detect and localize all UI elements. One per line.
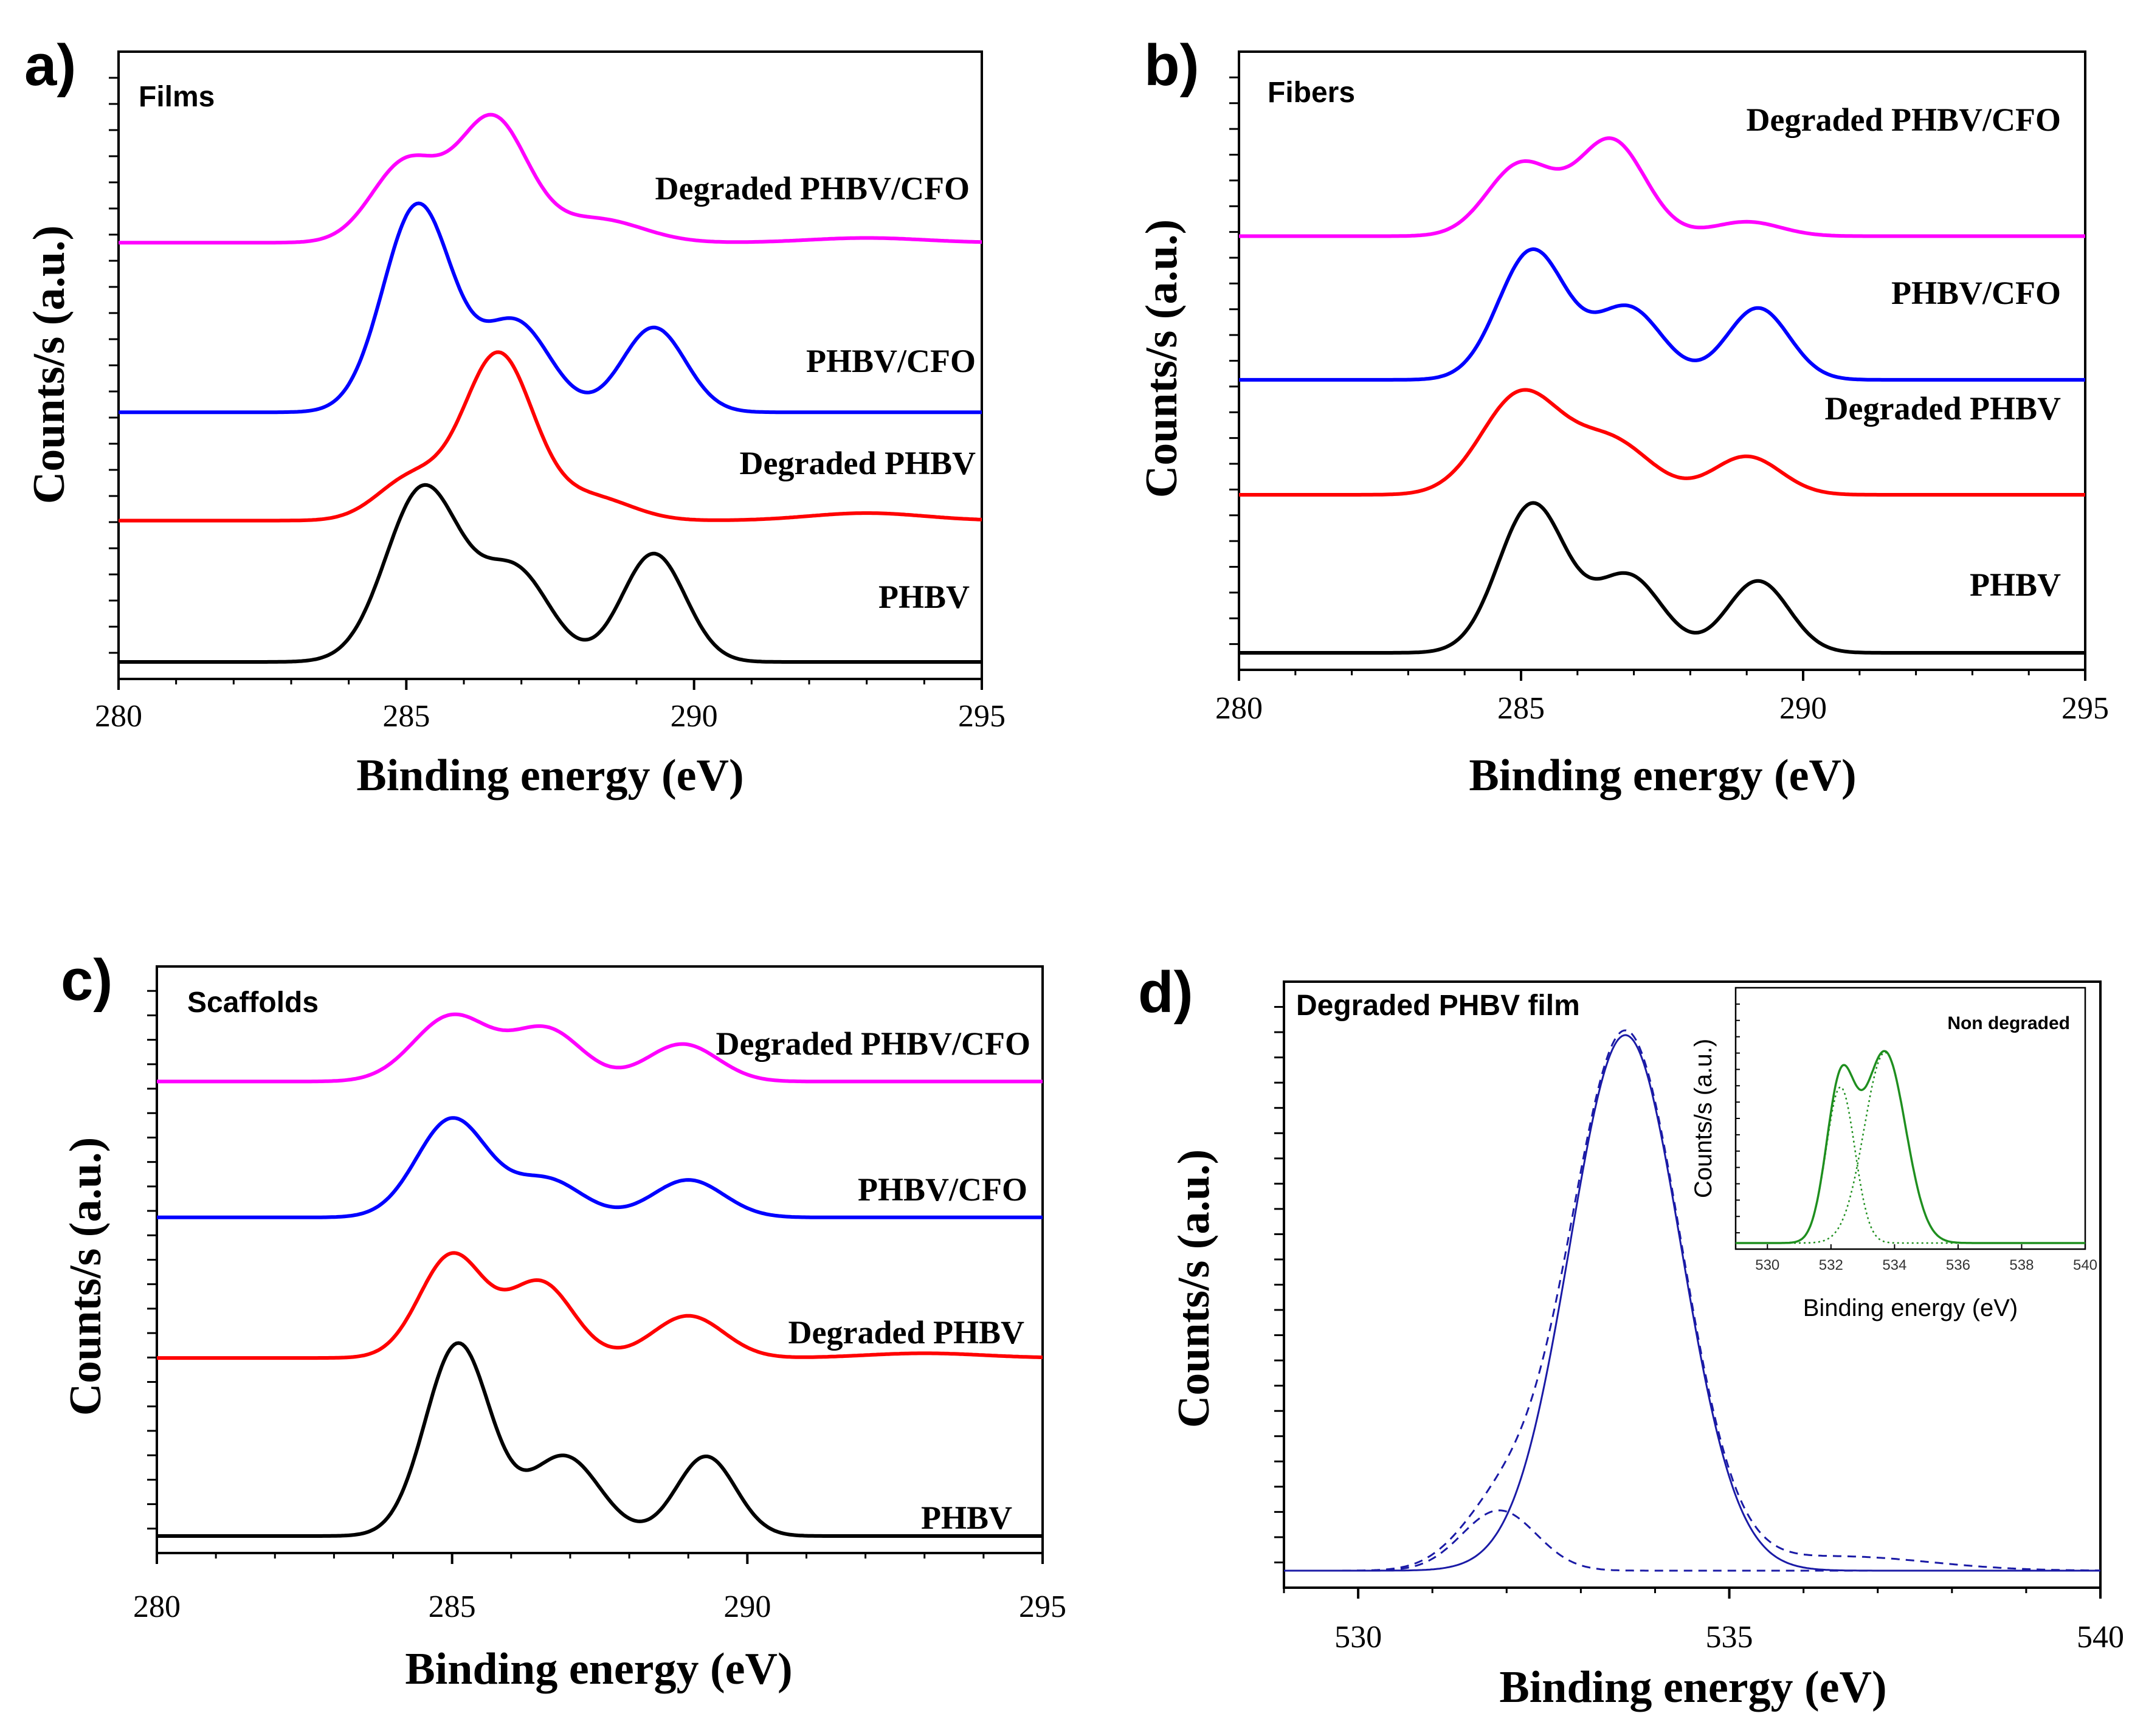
inset-title: Non degraded	[1947, 1013, 2070, 1033]
series-label: PHBV	[921, 1500, 1012, 1536]
inset-x-tick-label: 530	[1755, 1257, 1779, 1273]
series-line-phbv-cfo	[119, 201, 982, 415]
x-tick-label: 290	[1779, 691, 1827, 726]
series-label: PHBV/CFO	[1891, 275, 2061, 311]
inset-frame	[1734, 987, 2086, 1250]
inset-x-axis-title: Binding energy (eV)	[1803, 1295, 2018, 1321]
plot-frame	[1238, 50, 2086, 671]
chart-panel-1: 280 285 290 295 PHBV Degraded PHBV PHBV/CFO Deg…	[24, 33, 1006, 801]
series-line-degraded-phbv-cfo	[119, 112, 982, 245]
series-line-degraded-phbv-cfo	[1239, 136, 2085, 238]
panel-title: Degraded PHBV film	[1296, 990, 1580, 1022]
inset-x-tick-label: 538	[2009, 1257, 2034, 1273]
series-line-fit-component-531-9-ev	[1284, 1509, 2100, 1572]
x-tick-label: 295	[2061, 691, 2109, 726]
series-line-envelope	[1284, 1029, 2101, 1572]
inset-x-tick-label: 534	[1882, 1257, 1906, 1273]
x-tick-label: 295	[1019, 1590, 1066, 1624]
y-axis-title: Counts/s (a.u.)	[61, 1137, 111, 1416]
series-label: Degraded PHBV/CFO	[716, 1025, 1030, 1062]
series-line-phbv-cfo	[157, 1116, 1043, 1219]
inset-x-tick-label: 532	[1819, 1257, 1843, 1273]
x-tick-label: 295	[958, 699, 1006, 734]
series-line-degraded-phbv	[157, 1251, 1043, 1360]
x-tick-label: 280	[1215, 691, 1263, 726]
panel-letter: a)	[24, 33, 76, 98]
series-label: Degraded PHBV	[788, 1314, 1024, 1351]
series-label: PHBV	[1970, 567, 2061, 603]
x-axis-title: Binding energy (eV)	[1469, 751, 1856, 801]
series-line-degraded-phbv	[119, 350, 982, 523]
inset-y-axis-title: Counts/s (a.u.)	[1690, 1039, 1717, 1198]
chart-panel-2: 280 285 290 295 PHBV Degraded PHBV PHBV/CFO Deg…	[1137, 33, 2109, 801]
x-axis-title: Binding energy (eV)	[1499, 1662, 1886, 1712]
y-axis-title: Counts/s (a.u.)	[24, 226, 74, 505]
inset-x-tick-label: 540	[2073, 1257, 2097, 1273]
panel-letter: d)	[1138, 960, 1193, 1025]
series-label: PHBV/CFO	[858, 1171, 1027, 1208]
x-tick-label: 535	[1706, 1620, 1753, 1655]
panel-title: Films	[139, 81, 215, 113]
panel-letter: b)	[1144, 33, 1199, 98]
series-label: Degraded PHBV	[1825, 390, 2061, 427]
x-tick-label: 280	[95, 699, 142, 734]
x-axis-title: Binding energy (eV)	[405, 1644, 792, 1694]
series-line-phbv	[157, 1341, 1043, 1538]
chart-panel-4: 530 535 540 d) Degraded PHBV film Binding ene…	[1138, 960, 2124, 1712]
series-line-degraded-phbv-cfo	[157, 1012, 1043, 1084]
series-line-phbv-cfo	[1239, 247, 2085, 382]
panel-title: Scaffolds	[187, 987, 319, 1019]
series-line-phbv	[119, 483, 982, 664]
x-tick-label: 285	[1497, 691, 1545, 726]
series-line-degraded-phbv	[1239, 388, 2085, 497]
x-tick-label: 285	[382, 699, 430, 734]
inset-x-tick-label: 536	[1946, 1257, 1970, 1273]
y-axis-title: Counts/s (a.u.)	[1169, 1149, 1219, 1428]
series-label: Degraded PHBV/CFO	[655, 170, 970, 207]
x-tick-label: 530	[1334, 1620, 1382, 1655]
series-label: PHBV/CFO	[806, 343, 976, 379]
series-label: Degraded PHBV	[740, 445, 976, 481]
panel-title: Fibers	[1268, 77, 1355, 109]
x-tick-label: 540	[2077, 1620, 2124, 1655]
x-tick-label: 290	[671, 699, 718, 734]
inset-series-line	[1736, 1050, 2085, 1244]
series-line-phbv	[1239, 501, 2085, 655]
series-label: PHBV	[878, 579, 970, 615]
chart-panel-3: 280 285 290 295 PHBV Degraded PHBV PHBV/CFO Deg…	[61, 948, 1066, 1694]
x-tick-label: 285	[429, 1590, 476, 1624]
series-label: Degraded PHBV/CFO	[1747, 102, 2061, 138]
panel-letter: c)	[61, 948, 112, 1013]
x-tick-label: 280	[133, 1590, 181, 1624]
inset-chart: 530 532 534 536 538 540 Non degraded Binding en…	[1690, 987, 2097, 1321]
x-axis-title: Binding energy (eV)	[356, 751, 744, 801]
y-axis-title: Counts/s (a.u.)	[1137, 219, 1187, 498]
x-tick-label: 290	[723, 1590, 771, 1624]
